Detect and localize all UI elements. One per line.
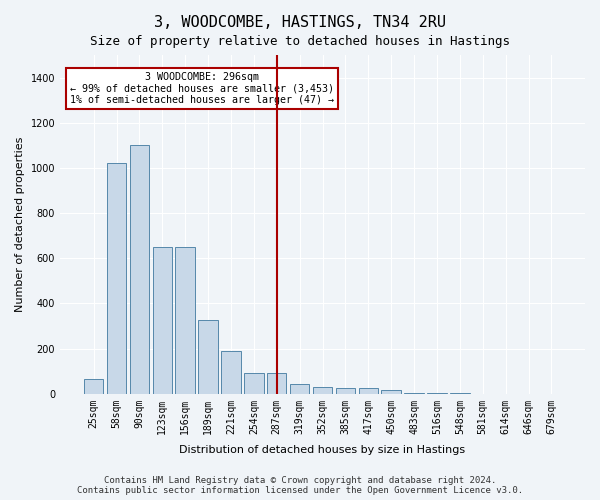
Bar <box>84 379 103 394</box>
Bar <box>107 164 126 394</box>
Bar <box>221 351 241 394</box>
Bar <box>382 390 401 394</box>
Bar <box>130 146 149 394</box>
Bar <box>335 388 355 394</box>
Bar <box>313 387 332 394</box>
Bar <box>199 320 218 394</box>
Bar <box>152 247 172 394</box>
Y-axis label: Number of detached properties: Number of detached properties <box>15 136 25 312</box>
Bar <box>244 374 263 394</box>
Bar <box>267 374 286 394</box>
Bar <box>427 393 446 394</box>
Bar <box>290 384 310 394</box>
Bar <box>175 247 195 394</box>
Text: Size of property relative to detached houses in Hastings: Size of property relative to detached ho… <box>90 35 510 48</box>
Bar <box>359 388 378 394</box>
X-axis label: Distribution of detached houses by size in Hastings: Distribution of detached houses by size … <box>179 445 466 455</box>
Bar <box>404 392 424 394</box>
Text: Contains HM Land Registry data © Crown copyright and database right 2024.
Contai: Contains HM Land Registry data © Crown c… <box>77 476 523 495</box>
Text: 3, WOODCOMBE, HASTINGS, TN34 2RU: 3, WOODCOMBE, HASTINGS, TN34 2RU <box>154 15 446 30</box>
Text: 3 WOODCOMBE: 296sqm
← 99% of detached houses are smaller (3,453)
1% of semi-deta: 3 WOODCOMBE: 296sqm ← 99% of detached ho… <box>70 72 334 105</box>
